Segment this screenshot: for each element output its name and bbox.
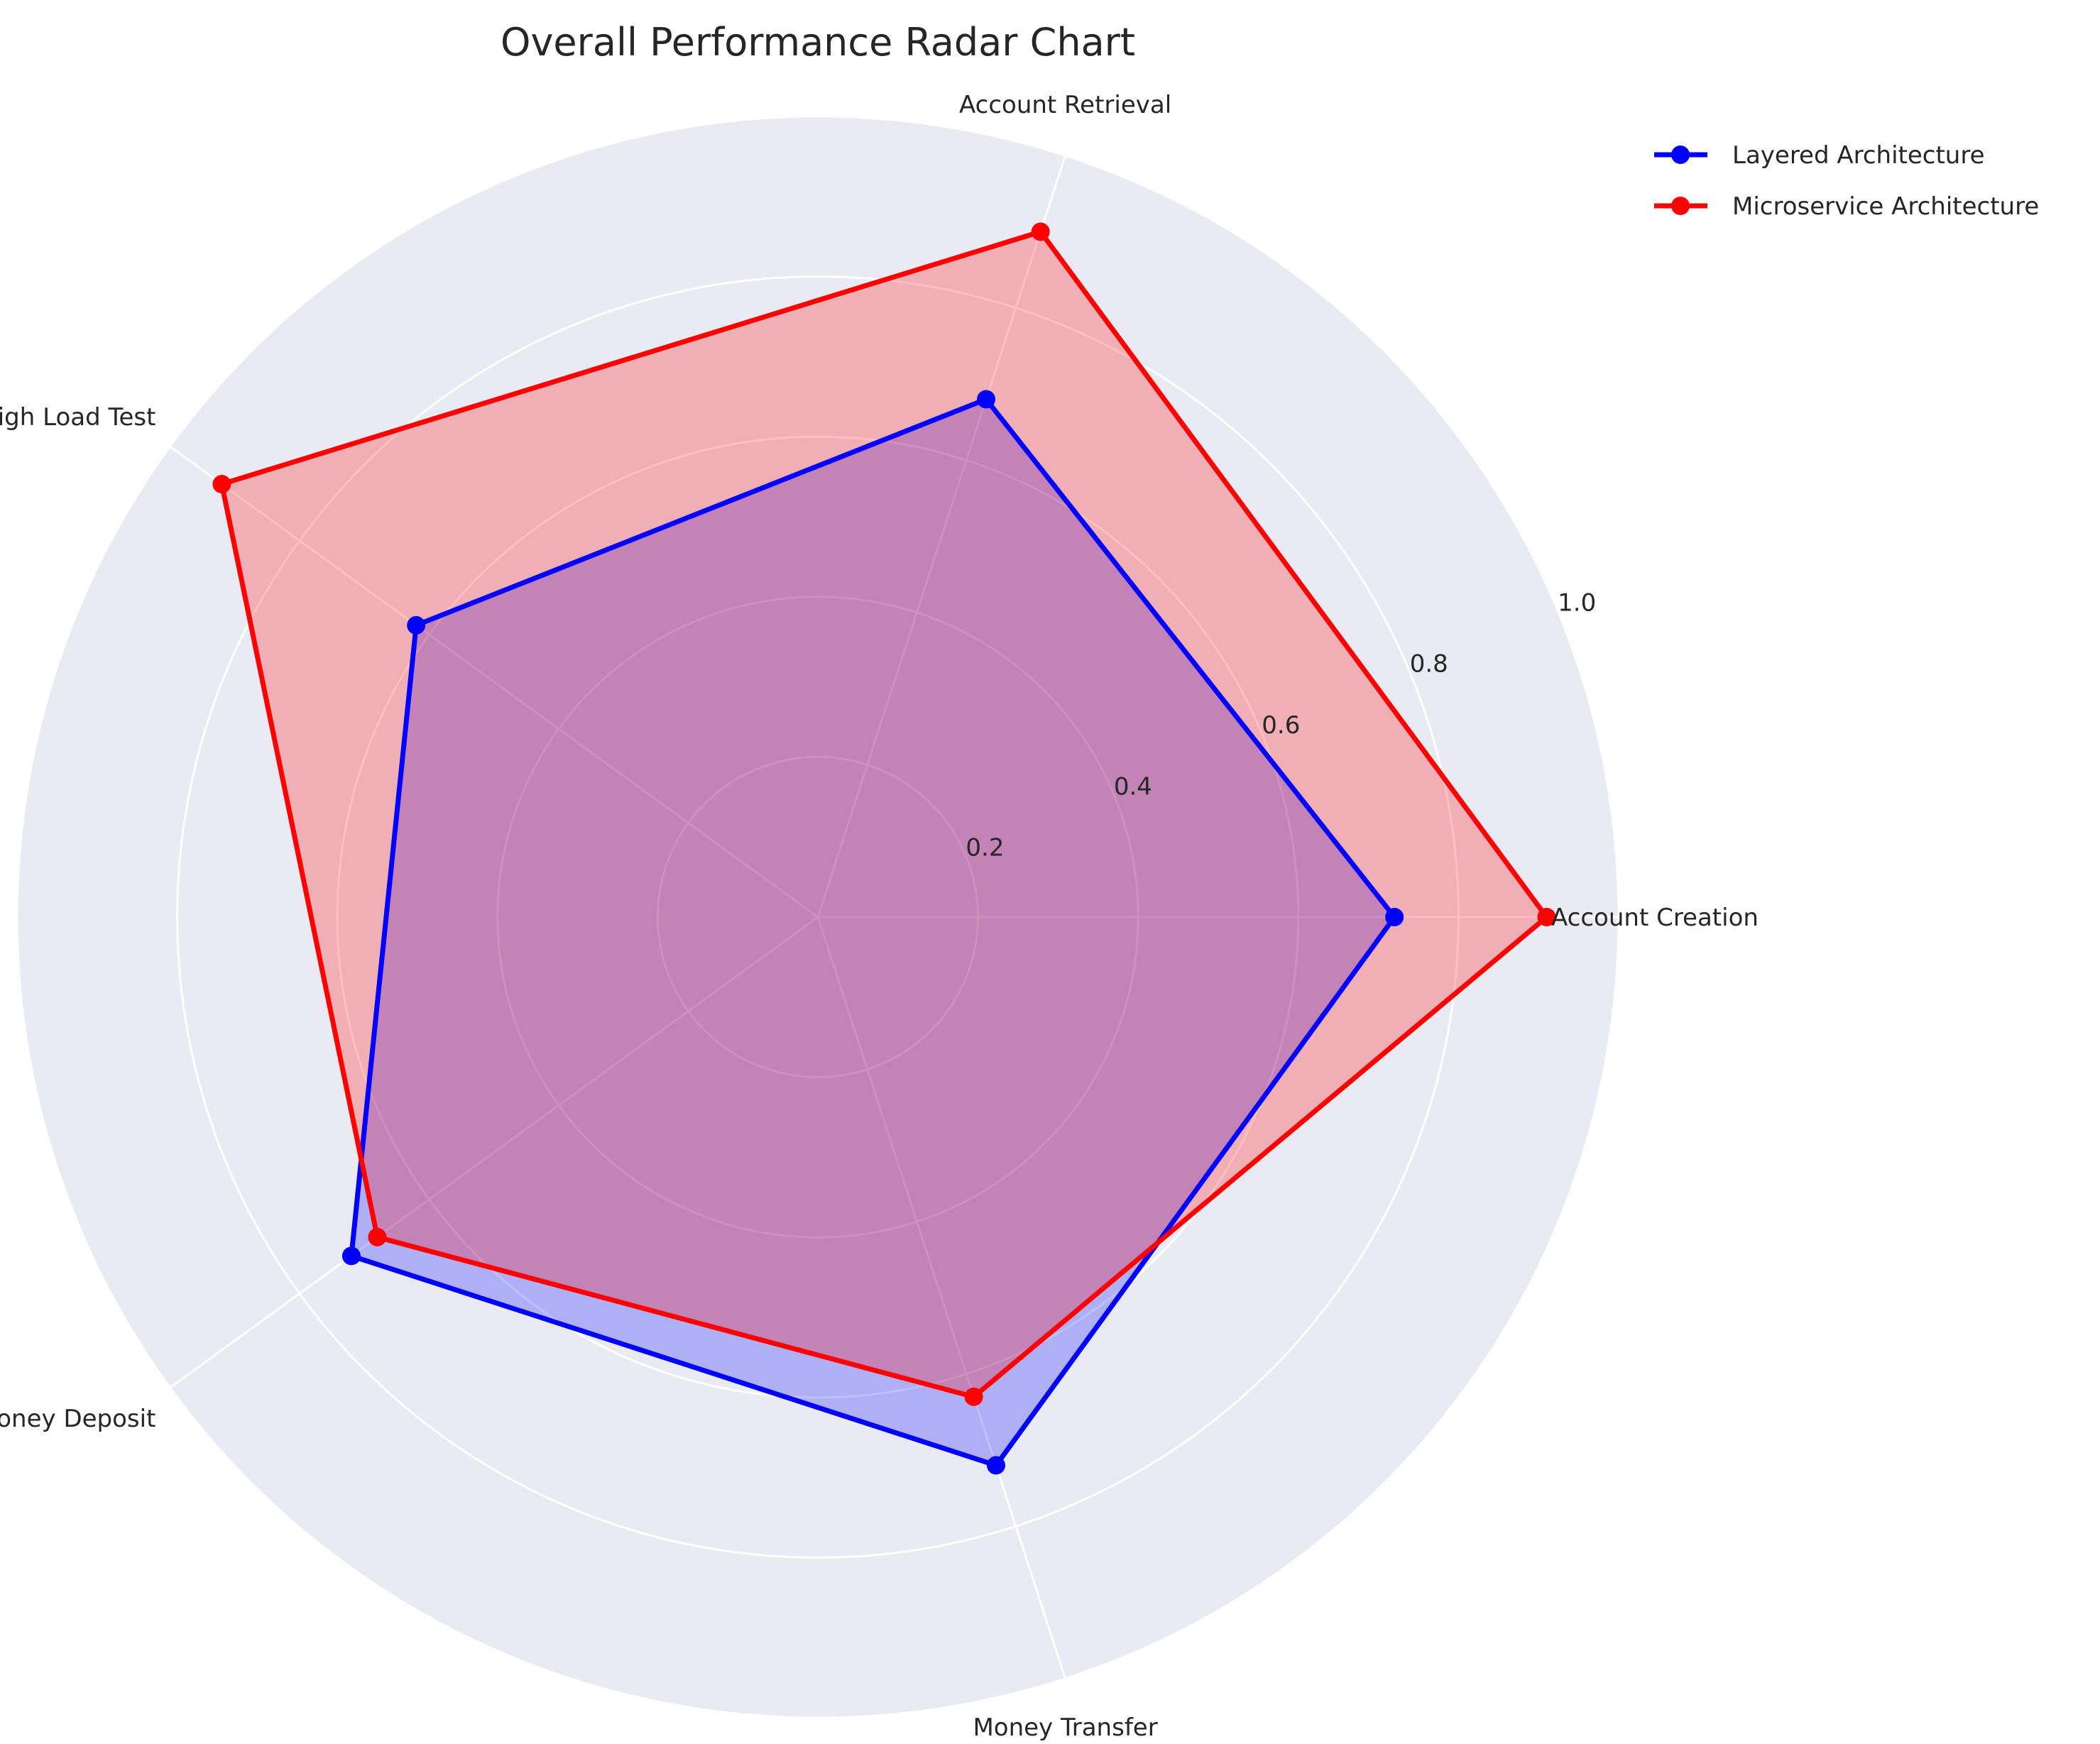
series-point-0-3 [341, 1246, 361, 1266]
series-area-1 [222, 231, 1547, 1397]
series-point-0-2 [407, 615, 426, 635]
series-line-1 [219, 229, 1551, 1400]
radial-tick-label: 0.6 [1262, 711, 1300, 740]
radial-tick-label: 1.0 [1558, 588, 1596, 617]
category-label: High Load Test [0, 403, 155, 432]
radial-tick-label: 0.8 [1410, 650, 1448, 679]
legend-marker [1671, 146, 1690, 164]
series-point-1-4 [964, 1387, 983, 1406]
category-label: Money Deposit [0, 1405, 155, 1433]
chart-title: Overall Performance Radar Chart [501, 20, 1135, 65]
series-point-0-1 [977, 390, 996, 409]
category-label: Money Transfer [973, 1713, 1157, 1742]
series-line-0 [349, 396, 1398, 1469]
series-point-1-0 [1537, 908, 1556, 926]
series-point-1-2 [212, 475, 231, 494]
series-point-1-1 [1031, 222, 1050, 241]
grid-spoke [816, 155, 1066, 918]
category-label: Account Retrieval [959, 91, 1171, 119]
grid-spoke [169, 445, 819, 918]
series-point-0-0 [1385, 908, 1404, 926]
category-label: Account Creation [1551, 904, 1759, 932]
series-area-0 [351, 399, 1395, 1466]
legend-marker [1671, 197, 1690, 215]
series-point-0-4 [986, 1456, 1005, 1475]
radial-tick-label: 0.4 [1114, 772, 1152, 801]
grid-spoke [816, 916, 1066, 1679]
legend-label: Layered Architecture [1732, 141, 1985, 170]
radial-tick-label: 0.2 [966, 834, 1004, 862]
series-point-1-3 [368, 1227, 387, 1246]
plot-area: 0.2 0.4 0.6 0.8 1.0 Account Creation Account R… [0, 91, 1759, 1742]
legend-label: Microservice Architecture [1732, 192, 2039, 221]
legend: Layered Architecture Microservice Archite… [1654, 141, 2039, 221]
grid-spoke [169, 916, 819, 1389]
